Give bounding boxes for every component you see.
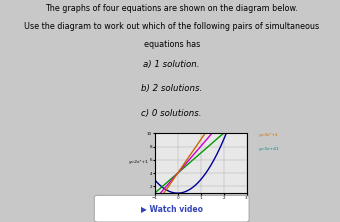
Text: Use the diagram to work out which of the following pairs of simultaneous: Use the diagram to work out which of the…	[24, 22, 319, 31]
Text: a) 1 solution.: a) 1 solution.	[143, 60, 200, 69]
Text: y=2x²+1: y=2x²+1	[129, 160, 148, 164]
Text: equations has: equations has	[143, 40, 200, 49]
Text: ▶ Watch video: ▶ Watch video	[141, 204, 203, 213]
Text: y=2x²+1: y=2x²+1	[158, 133, 178, 137]
Text: y=2x²+3: y=2x²+3	[209, 133, 228, 137]
Text: y=3x+41: y=3x+41	[259, 147, 280, 151]
Text: y=2x+45: y=2x+45	[158, 147, 179, 151]
Text: y=3x²+1: y=3x²+1	[259, 133, 279, 137]
Text: The graphs of four equations are shown on the diagram below.: The graphs of four equations are shown o…	[45, 4, 298, 14]
Text: b) 2 solutions.: b) 2 solutions.	[141, 84, 202, 93]
Text: y=2x+13: y=2x+13	[209, 147, 230, 151]
Text: c) 0 solutions.: c) 0 solutions.	[141, 109, 202, 118]
FancyBboxPatch shape	[94, 195, 249, 222]
